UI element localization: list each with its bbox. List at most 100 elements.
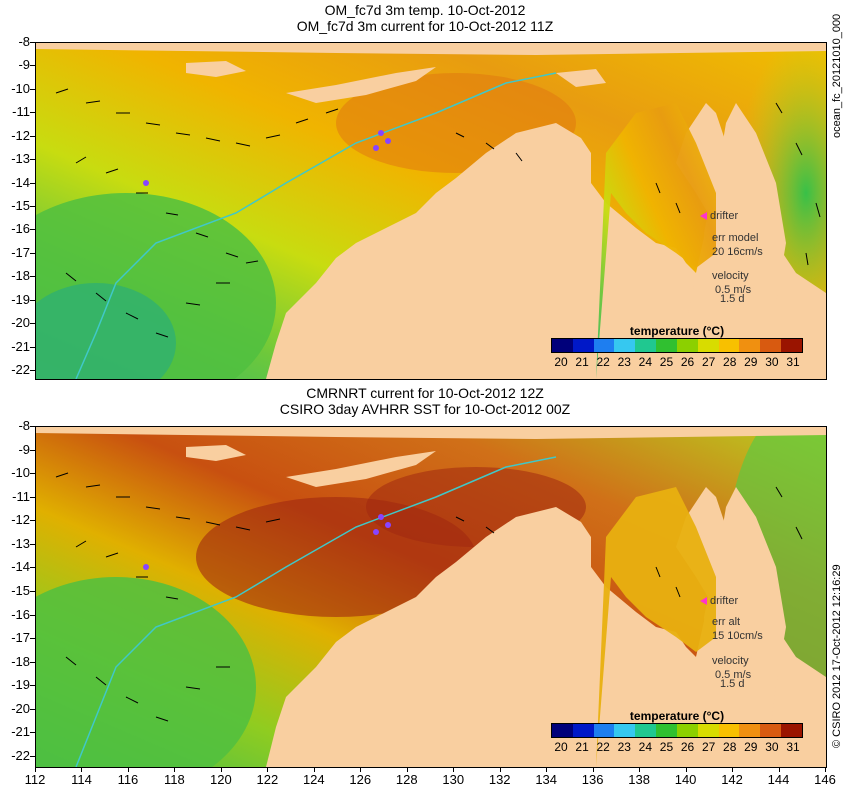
colorbar-swatch xyxy=(739,724,761,737)
top-lat-tick-mark xyxy=(30,182,35,184)
bottom-lat-tick-mark xyxy=(30,449,35,451)
colorbar-swatch xyxy=(718,339,740,352)
colorbar-tick-label: 27 xyxy=(701,355,716,369)
lon-tick-label: 138 xyxy=(628,772,650,787)
bottom-lat-tick-mark xyxy=(30,543,35,545)
colorbar-tick-label: 27 xyxy=(701,740,716,754)
bottom-lat-tick-label: -10 xyxy=(11,465,30,481)
top-lat-tick-mark xyxy=(30,88,35,90)
lon-tick-label: 128 xyxy=(395,772,418,787)
bottom-err-label: err alt xyxy=(712,616,741,628)
bottom-colorbar xyxy=(551,723,803,738)
lon-tick-mark xyxy=(127,767,129,772)
lon-tick-mark xyxy=(685,767,687,772)
bottom-lat-tick-mark xyxy=(30,732,35,734)
top-lat-tick-label: -11 xyxy=(12,104,30,120)
bottom-lat-tick-mark xyxy=(30,520,35,522)
lon-tick-label: 120 xyxy=(210,772,232,787)
bottom-lat-tick-label: -9 xyxy=(18,441,30,457)
bottom-lat-tick-label: -8 xyxy=(18,418,30,433)
top-map-panel[interactable] xyxy=(35,42,827,380)
top-legend-title: temperature (°C) xyxy=(629,324,725,338)
colorbar-tick-label: 28 xyxy=(723,740,737,754)
lon-tick-mark xyxy=(639,767,641,772)
lon-tick-mark xyxy=(220,767,222,772)
bottom-side-label: © CSIRO 2012 17-Oct-2012 12:16:29 xyxy=(831,564,843,748)
top-colorbar-legend: temperature (°C) 20 21 22 23 24 25 26 27 28 29 30 3… xyxy=(551,324,803,369)
colorbar-swatch xyxy=(593,339,615,352)
lon-tick-label: 130 xyxy=(442,772,465,787)
lon-tick-mark xyxy=(360,767,362,772)
colorbar-swatch xyxy=(676,339,698,352)
lon-tick-mark xyxy=(732,767,734,772)
top-sst-map xyxy=(36,43,826,379)
colorbar-swatch xyxy=(656,339,677,352)
colorbar-tick-label: 21 xyxy=(575,740,589,754)
top-lat-tick-mark xyxy=(30,299,35,301)
colorbar-swatch xyxy=(718,724,740,737)
bottom-lat-tick-mark xyxy=(30,426,35,427)
colorbar-tick-label: 20 xyxy=(554,740,568,754)
bottom-legend-title: temperature (°C) xyxy=(629,709,725,723)
top-colorbar-labels: 20 21 22 23 24 25 26 27 28 29 30 31 xyxy=(551,353,803,369)
top-lat-tick-label: -19 xyxy=(11,291,30,307)
bottom-colorbar-legend: temperature (°C) 20 21 22 23 24 25 26 27 28 29 30 3… xyxy=(551,709,803,754)
top-drifter-legend: drifter xyxy=(700,210,738,222)
top-lat-tick-label: -21 xyxy=(11,338,30,354)
top-lat-tick-mark xyxy=(30,42,35,43)
bottom-sst-map xyxy=(36,427,826,767)
top-lat-tick-mark xyxy=(30,65,35,67)
top-lat-tick-mark xyxy=(30,206,35,207)
colorbar-tick-label: 26 xyxy=(680,355,695,369)
drifter-icon xyxy=(700,212,707,221)
top-lat-tick-mark xyxy=(30,346,35,348)
bottom-lat-tick-mark xyxy=(30,685,35,687)
lon-tick-label: 114 xyxy=(71,772,92,787)
top-lat-tick-mark xyxy=(30,135,35,137)
lon-tick-label: 132 xyxy=(488,772,511,787)
top-lat-tick-label: -15 xyxy=(11,198,30,213)
colorbar-tick-label: 31 xyxy=(786,355,800,369)
colorbar-tick-label: 28 xyxy=(723,355,737,369)
bottom-lat-tick-mark xyxy=(30,708,35,710)
bottom-colorbar-labels: 20 21 22 23 24 25 26 27 28 29 30 31 xyxy=(551,738,803,754)
lon-tick-label: 126 xyxy=(349,772,372,787)
bottom-title-line1: CMRNRT current for 10-Oct-2012 12Z xyxy=(306,385,544,401)
bottom-lat-tick-label: -21 xyxy=(11,724,30,740)
colorbar-tick-label: 30 xyxy=(765,355,779,369)
top-err-label: err model xyxy=(712,232,759,244)
bottom-lat-tick-mark xyxy=(30,756,35,757)
bottom-lat-tick-mark xyxy=(30,473,35,475)
bottom-lat-tick-mark xyxy=(30,496,35,498)
bottom-lat-tick-mark xyxy=(30,614,35,616)
top-velocity-time: 1.5 d xyxy=(720,293,745,305)
top-lat-tick-mark xyxy=(30,323,35,325)
lon-tick-mark xyxy=(546,767,548,772)
colorbar-tick-label: 24 xyxy=(638,355,653,369)
top-lat-tick-label: -14 xyxy=(11,174,30,190)
colorbar-swatch xyxy=(760,339,782,352)
top-lat-tick-label: -18 xyxy=(11,268,30,284)
lon-tick-mark xyxy=(453,767,455,772)
colorbar-swatch xyxy=(552,724,573,737)
colorbar-tick-label: 20 xyxy=(554,355,568,369)
lon-tick-label: 140 xyxy=(674,772,697,787)
bottom-lat-tick-label: -13 xyxy=(11,535,30,551)
lon-tick-mark xyxy=(825,767,826,772)
lon-tick-mark xyxy=(592,767,594,772)
colorbar-swatch xyxy=(781,724,802,737)
bottom-map-panel[interactable] xyxy=(35,426,827,768)
lon-tick-label: 142 xyxy=(721,772,743,787)
lon-tick-label: 112 xyxy=(24,772,46,787)
colorbar-tick-label: 25 xyxy=(659,355,674,369)
bottom-lat-tick-label: -16 xyxy=(11,606,30,622)
colorbar-swatch xyxy=(697,339,719,352)
colorbar-swatch xyxy=(572,724,594,737)
colorbar-tick-label: 31 xyxy=(786,740,800,754)
colorbar-tick-label: 22 xyxy=(596,355,610,369)
top-err-value: 20 16cm/s xyxy=(712,246,763,258)
colorbar-tick-label: 30 xyxy=(765,740,779,754)
bottom-lat-tick-label: -22 xyxy=(11,748,30,763)
top-lat-tick-label: -8 xyxy=(18,34,30,49)
top-lat-tick-label: -22 xyxy=(11,362,30,377)
